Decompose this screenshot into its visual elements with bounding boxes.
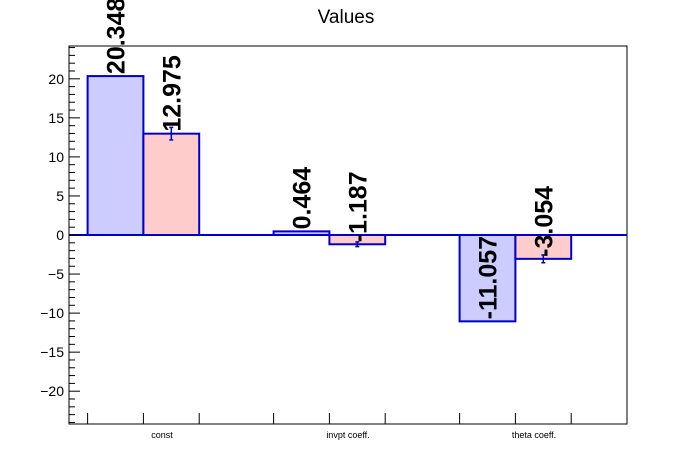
data-label: -1.187 — [344, 171, 372, 242]
bar-series2-const — [142, 132, 201, 236]
x-category-label: invpt coeff. — [326, 430, 369, 440]
x-category-label: theta coeff. — [512, 430, 556, 440]
bar-series1-theta-coeff- — [458, 234, 517, 323]
y-tick-label: −5 — [48, 266, 64, 282]
y-tick-label: −20 — [40, 383, 64, 399]
y-tick-label: 5 — [56, 188, 64, 204]
y-tick-label: 0 — [56, 227, 64, 243]
data-label: 12.975 — [158, 55, 186, 132]
y-tick-label: −10 — [40, 305, 64, 321]
bar-series1-const — [86, 75, 145, 236]
y-tick-label: 15 — [48, 110, 64, 126]
x-category-label: const — [151, 430, 173, 440]
y-tick-label: −15 — [40, 344, 64, 360]
data-label: -3.054 — [530, 186, 558, 257]
data-label: 0.464 — [289, 167, 317, 230]
data-label: -11.057 — [475, 236, 503, 319]
y-tick-label: 20 — [48, 71, 64, 87]
y-tick-label: 10 — [48, 149, 64, 165]
chart-title: Values — [318, 7, 375, 28]
data-label: 20.348 — [103, 0, 131, 74]
